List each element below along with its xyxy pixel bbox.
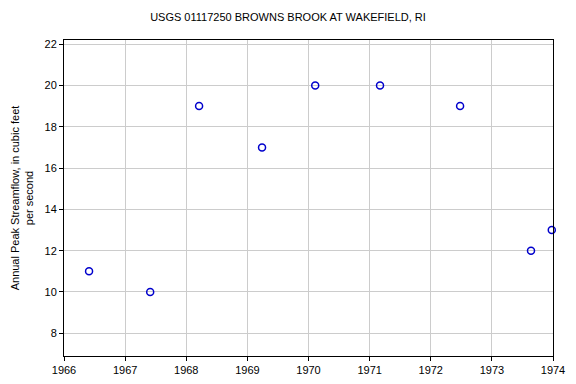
svg-text:20: 20 <box>45 79 57 91</box>
svg-text:1969: 1969 <box>235 364 259 376</box>
svg-text:10: 10 <box>45 286 57 298</box>
svg-text:1968: 1968 <box>174 364 198 376</box>
svg-text:1971: 1971 <box>357 364 381 376</box>
svg-text:22: 22 <box>45 38 57 50</box>
svg-text:1973: 1973 <box>480 364 504 376</box>
svg-text:USGS 01117250 BROWNS BROOK AT: USGS 01117250 BROWNS BROOK AT WAKEFIELD,… <box>150 11 426 23</box>
svg-text:16: 16 <box>45 162 57 174</box>
svg-text:12: 12 <box>45 245 57 257</box>
svg-text:Annual Peak Streamflow, in cub: Annual Peak Streamflow, in cubic feetper… <box>9 106 35 291</box>
svg-text:8: 8 <box>51 327 57 339</box>
svg-text:1970: 1970 <box>296 364 320 376</box>
svg-text:1967: 1967 <box>113 364 137 376</box>
svg-text:14: 14 <box>45 203 57 215</box>
svg-text:1974: 1974 <box>541 364 565 376</box>
svg-text:18: 18 <box>45 121 57 133</box>
svg-text:1972: 1972 <box>419 364 443 376</box>
svg-text:1966: 1966 <box>52 364 76 376</box>
